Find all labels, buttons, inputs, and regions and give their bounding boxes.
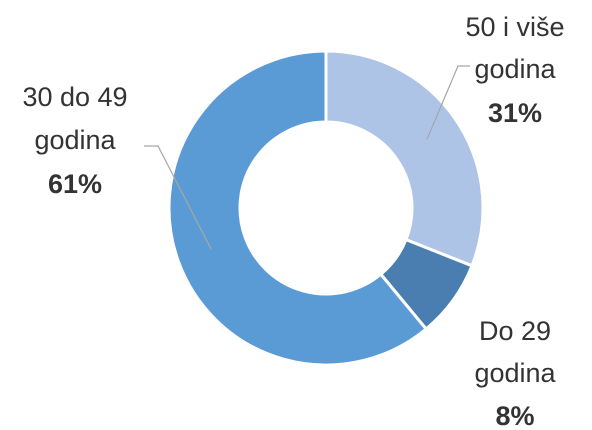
leader-line-2 xyxy=(144,145,212,250)
slice-label-group-2: 30 do 49 godina 61% xyxy=(22,82,127,199)
slice-label-50-i-vise-line1: 50 i više xyxy=(465,12,564,42)
slice-label-group-1: Do 29 godina 8% xyxy=(474,316,556,430)
slice-label-do-29-line1: Do 29 xyxy=(479,316,551,346)
slice-label-do-29-line2: godina xyxy=(474,358,556,388)
slice-value-do-29: 8% xyxy=(495,401,534,430)
slice-value-30-do-49: 61% xyxy=(48,169,102,199)
donut-slice-2 xyxy=(167,49,428,367)
slice-label-50-i-vise-line2: godina xyxy=(474,54,556,84)
donut-slice-0 xyxy=(324,49,485,268)
leader-lines xyxy=(144,65,470,250)
slice-value-50-i-vise: 31% xyxy=(488,98,542,128)
donut-slices xyxy=(167,49,485,367)
slice-label-30-do-49-line1: 30 do 49 xyxy=(22,82,127,112)
slice-label-group-0: 50 i više godina 31% xyxy=(465,12,564,128)
slice-label-30-do-49-line2: godina xyxy=(34,125,116,155)
leader-line-0 xyxy=(426,65,470,140)
